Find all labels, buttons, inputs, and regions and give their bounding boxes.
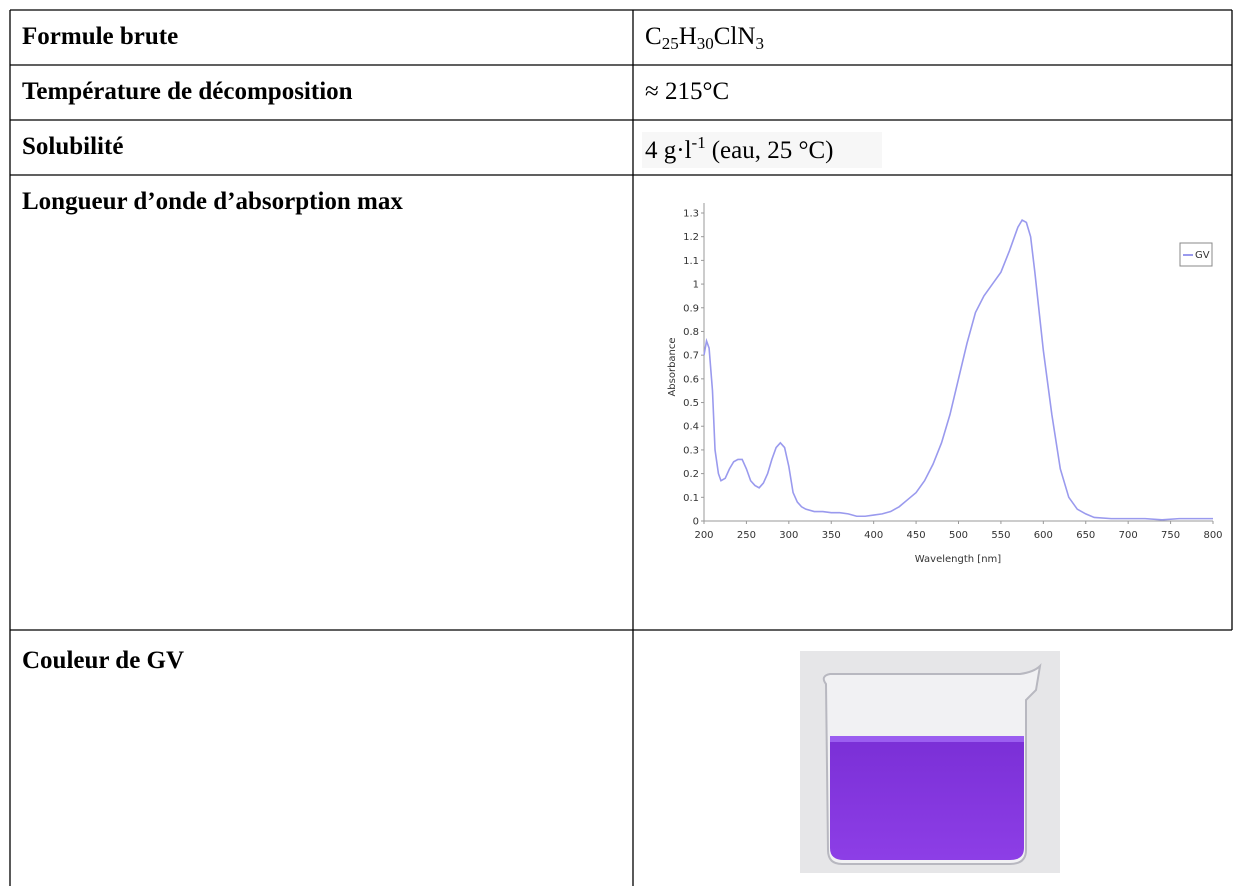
solubility-superscript: -1 bbox=[692, 133, 706, 152]
formula-part: H bbox=[679, 23, 697, 50]
x-tick-label: 750 bbox=[1161, 530, 1180, 541]
x-tick-label: 400 bbox=[864, 530, 883, 541]
y-axis-label: Absorbance bbox=[667, 337, 678, 396]
solubility: 4 g·l-1 (eau, 25 °C) bbox=[645, 133, 833, 164]
y-tick-label: 0.5 bbox=[683, 398, 699, 409]
row-label: Couleur de GV bbox=[22, 647, 184, 674]
y-tick-label: 1 bbox=[693, 280, 699, 291]
formula: C25H30ClN3 bbox=[645, 23, 764, 53]
y-tick-label: 0.3 bbox=[683, 445, 699, 456]
row-label: Longueur d’onde d’absorption max bbox=[22, 188, 403, 215]
y-tick-label: 0.4 bbox=[683, 422, 699, 433]
x-tick-label: 800 bbox=[1203, 530, 1222, 541]
solubility-part: (eau, 25 °C) bbox=[712, 137, 834, 164]
highlight bbox=[642, 132, 882, 168]
y-tick-label: 1.3 bbox=[683, 209, 699, 220]
absorption-chart: Absorbance Wavelength [nm] 0 0.1 0.2 0.3 0.4… bbox=[667, 203, 1223, 565]
y-tick-label: 1.1 bbox=[683, 256, 699, 267]
beaker-photo bbox=[800, 651, 1060, 873]
formula-subscript: 3 bbox=[755, 34, 764, 53]
y-tick-label: 0.2 bbox=[683, 469, 699, 480]
row-label: Solubilité bbox=[22, 133, 123, 160]
spectrum-line bbox=[703, 219, 1213, 521]
y-tick-label: 0 bbox=[693, 517, 699, 528]
x-tick-label: 250 bbox=[737, 530, 756, 541]
x-tick-label: 350 bbox=[822, 530, 841, 541]
table-grid bbox=[9, 9, 1233, 886]
formula-subscript: 25 bbox=[662, 34, 679, 53]
formula-part: C bbox=[645, 23, 662, 50]
y-tick-label: 1.2 bbox=[683, 232, 699, 243]
decomposition-temperature: ≈ 215°C bbox=[645, 78, 729, 105]
x-tick-label: 550 bbox=[991, 530, 1010, 541]
formula-part: ClN bbox=[714, 23, 756, 50]
y-tick-label: 0.7 bbox=[683, 351, 699, 362]
solubility-part: 4 g·l bbox=[645, 137, 692, 164]
x-tick-label: 500 bbox=[949, 530, 968, 541]
legend-box bbox=[1179, 242, 1213, 267]
x-tick-label: 650 bbox=[1076, 530, 1095, 541]
legend-label: GV bbox=[1195, 250, 1210, 261]
row-label: Température de décomposition bbox=[22, 78, 353, 105]
y-tick-label: 0.9 bbox=[683, 303, 699, 314]
x-tick-label: 600 bbox=[1034, 530, 1053, 541]
x-tick-label: 450 bbox=[907, 530, 926, 541]
x-axis-label: Wavelength [nm] bbox=[915, 554, 1001, 565]
x-tick-label: 700 bbox=[1119, 530, 1138, 541]
y-tick-label: 0.8 bbox=[683, 327, 699, 338]
x-tick-label: 300 bbox=[779, 530, 798, 541]
y-tick-label: 0.6 bbox=[683, 374, 699, 385]
row-label: Formule brute bbox=[22, 23, 178, 50]
formula-subscript: 30 bbox=[697, 34, 714, 53]
x-tick-label: 200 bbox=[694, 530, 713, 541]
y-tick-label: 0.1 bbox=[683, 493, 699, 504]
